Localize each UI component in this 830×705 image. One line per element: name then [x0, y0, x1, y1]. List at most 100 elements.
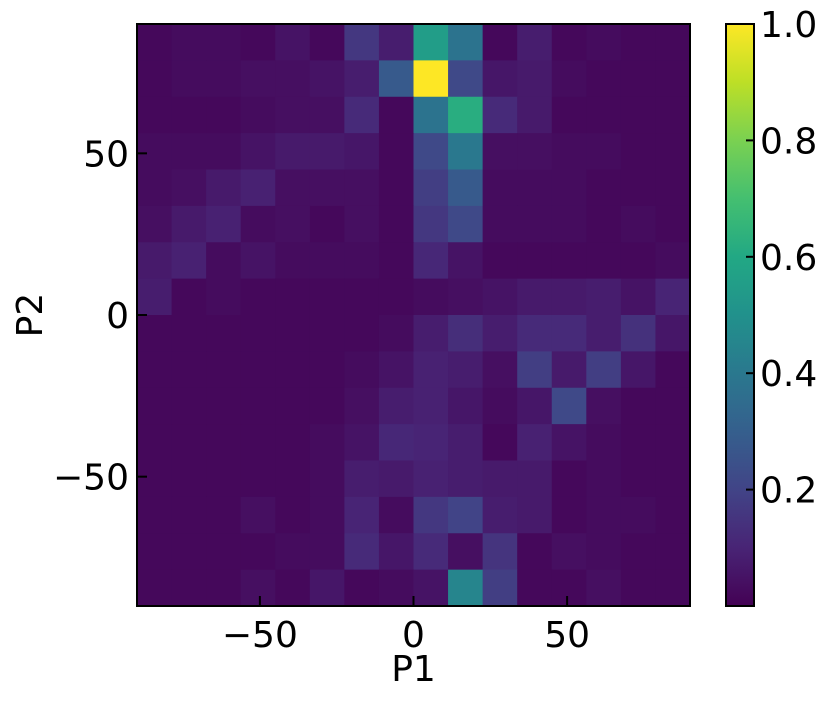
heatmap-cell — [586, 387, 622, 425]
heatmap-cell — [171, 205, 207, 243]
heatmap-cell — [413, 351, 449, 389]
heatmap-cell — [517, 533, 553, 571]
heatmap-cell — [171, 133, 207, 171]
heatmap-cell — [206, 96, 242, 134]
heatmap-cell — [482, 60, 518, 98]
heatmap-cell — [309, 387, 345, 425]
heatmap-cell — [482, 424, 518, 462]
heatmap-cell — [517, 496, 553, 534]
heatmap-cell — [137, 60, 173, 98]
heatmap-cell — [413, 242, 449, 280]
heatmap-cell — [240, 60, 276, 98]
heatmap-cell — [517, 460, 553, 498]
heatmap-cell — [171, 278, 207, 316]
heatmap-cell — [482, 533, 518, 571]
heatmap-cell — [655, 315, 691, 352]
heatmap-cell — [413, 96, 449, 134]
heatmap-cell — [171, 387, 207, 425]
colorbar-tick-label: 0.2 — [760, 471, 817, 512]
heatmap-cell — [275, 96, 311, 134]
heatmap-cell — [171, 169, 207, 207]
heatmap-cell — [378, 460, 415, 498]
colorbar-tick-label: 1.0 — [760, 5, 817, 46]
heatmap-cell — [240, 205, 276, 243]
heatmap-cell — [137, 278, 173, 316]
heatmap-cell — [448, 424, 484, 462]
heatmap-cell — [309, 424, 345, 462]
heatmap-cell — [137, 569, 173, 607]
heatmap-cell — [171, 533, 207, 571]
heatmap-cell — [240, 96, 276, 134]
heatmap-cell — [171, 315, 207, 352]
heatmap-cell — [309, 24, 345, 61]
heatmap-cell — [413, 460, 449, 498]
heatmap-cell — [413, 60, 449, 98]
heatmap-cell — [448, 315, 484, 352]
heatmap-cell — [655, 460, 691, 498]
heatmap-cell — [620, 278, 657, 316]
y-tick-label: −50 — [53, 458, 129, 499]
heatmap-cell — [275, 460, 311, 498]
heatmap-cell — [517, 205, 553, 243]
heatmap-cell — [240, 24, 276, 61]
x-axis-label: P1 — [391, 649, 436, 690]
heatmap-cell — [171, 569, 207, 607]
y-tick-label: 50 — [83, 134, 129, 175]
heatmap-cell — [655, 533, 691, 571]
heatmap-cell — [171, 24, 207, 61]
heatmap-cell — [517, 24, 553, 61]
heatmap-cell — [620, 96, 657, 134]
heatmap-cell — [655, 24, 691, 61]
heatmap-cell — [344, 60, 380, 98]
heatmap-cell — [137, 387, 173, 425]
heatmap-cell — [378, 205, 415, 243]
heatmap-cell — [344, 242, 380, 280]
heatmap-cell — [551, 278, 587, 316]
heatmap-cell — [240, 315, 276, 352]
heatmap-cells — [137, 24, 691, 607]
heatmap-cell — [275, 424, 311, 462]
heatmap-cell — [206, 278, 242, 316]
heatmap-cell — [655, 278, 691, 316]
heatmap-cell — [171, 496, 207, 534]
heatmap-cell — [551, 133, 587, 171]
heatmap-cell — [586, 242, 622, 280]
heatmap-cell — [206, 24, 242, 61]
heatmap-cell — [448, 96, 484, 134]
heatmap-cell — [344, 205, 380, 243]
heatmap-cell — [206, 387, 242, 425]
heatmap-cell — [620, 533, 657, 571]
heatmap-cell — [620, 205, 657, 243]
x-tick-label: 0 — [402, 615, 425, 656]
heatmap-cell — [275, 60, 311, 98]
heatmap-cell — [448, 569, 484, 607]
heatmap-cell — [413, 133, 449, 171]
heatmap-cell — [240, 278, 276, 316]
heatmap-cell — [551, 96, 587, 134]
heatmap-cell — [344, 351, 380, 389]
heatmap-cell — [309, 315, 345, 352]
heatmap-cell — [206, 351, 242, 389]
heatmap-cell — [551, 242, 587, 280]
heatmap-cell — [171, 460, 207, 498]
heatmap-cell — [171, 96, 207, 134]
heatmap-cell — [448, 242, 484, 280]
heatmap-cell — [275, 278, 311, 316]
x-tick-label: 50 — [544, 615, 590, 656]
heatmap-cell — [309, 60, 345, 98]
heatmap-cell — [586, 533, 622, 571]
colorbar-tick-label: 0.6 — [760, 238, 817, 279]
heatmap-cell — [620, 569, 657, 607]
heatmap-cell — [448, 133, 484, 171]
heatmap-cell — [344, 387, 380, 425]
heatmap-cell — [206, 205, 242, 243]
heatmap-cell — [586, 424, 622, 462]
heatmap-cell — [620, 242, 657, 280]
heatmap-cell — [378, 387, 415, 425]
colorbar-ticks: 0.2 0.4 0.6 0.8 1.0 — [746, 5, 817, 512]
heatmap-cell — [137, 496, 173, 534]
heatmap-cell — [448, 169, 484, 207]
heatmap-cell — [309, 496, 345, 534]
heatmap-cell — [551, 569, 587, 607]
heatmap-cell — [378, 278, 415, 316]
